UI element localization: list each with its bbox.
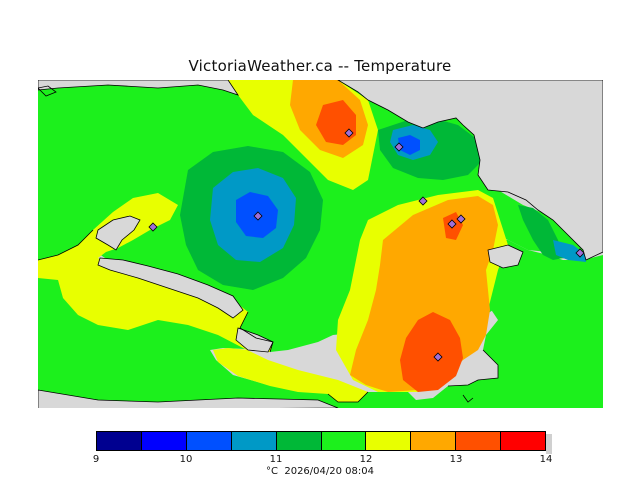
legend-swatch bbox=[366, 432, 412, 450]
legend-shadow bbox=[546, 434, 552, 454]
legend-swatch bbox=[456, 432, 502, 450]
legend-bar bbox=[96, 431, 546, 451]
legend-swatch bbox=[97, 432, 142, 450]
legend-footer: °C 2026/04/20 08:04 bbox=[0, 466, 640, 477]
contour-10.5-east bbox=[553, 240, 586, 262]
legend-tick-label: 11 bbox=[269, 454, 283, 465]
diamond-icon bbox=[575, 248, 585, 258]
contour-13-south bbox=[350, 196, 498, 392]
water-inlets bbox=[38, 80, 603, 408]
legend-swatch bbox=[276, 432, 322, 450]
shorelines bbox=[38, 85, 499, 403]
diamond-icon bbox=[447, 219, 457, 229]
diamond-icon bbox=[148, 222, 158, 232]
legend-tick-label: 13 bbox=[449, 454, 463, 465]
legend-tick-label: 12 bbox=[359, 454, 373, 465]
diamond-icon bbox=[394, 142, 404, 152]
diamond-icon bbox=[253, 211, 263, 221]
timestamp: 2026/04/20 08:04 bbox=[284, 466, 374, 477]
legend-swatch bbox=[231, 432, 277, 450]
legend-swatch bbox=[186, 432, 232, 450]
legend-swatch bbox=[411, 432, 457, 450]
legend-tick-label: 14 bbox=[539, 454, 553, 465]
unit-label: °C bbox=[266, 466, 278, 477]
diamond-icon bbox=[344, 128, 354, 138]
color-legend bbox=[96, 431, 552, 454]
contour-10-ne bbox=[398, 135, 420, 155]
legend-tick-label: 10 bbox=[179, 454, 193, 465]
contour-11.5-east bbox=[518, 205, 563, 260]
station-markers bbox=[148, 128, 585, 362]
legend-swatch bbox=[141, 432, 187, 450]
legend-swatch bbox=[501, 432, 546, 450]
diamond-icon bbox=[418, 196, 428, 206]
south-land bbox=[38, 195, 603, 408]
contour-13.5-south bbox=[400, 312, 463, 392]
legend-tick-label: 9 bbox=[92, 454, 100, 465]
map-title: VictoriaWeather.ca -- Temperature bbox=[188, 57, 452, 75]
diamond-icon bbox=[433, 352, 443, 362]
legend-swatch bbox=[321, 432, 367, 450]
diamond-icon bbox=[456, 214, 466, 224]
temperature-map bbox=[38, 80, 603, 408]
